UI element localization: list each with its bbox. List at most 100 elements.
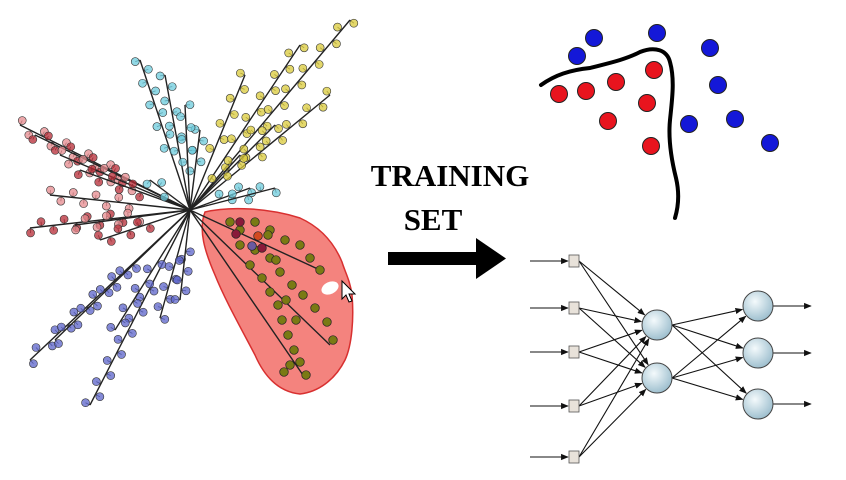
tree-leaf bbox=[49, 226, 58, 235]
tree-branch bbox=[59, 154, 191, 211]
tree-leaf bbox=[76, 303, 86, 313]
tree-branch bbox=[189, 187, 276, 211]
tree-leaf bbox=[281, 84, 290, 94]
tree-leaf bbox=[279, 367, 289, 377]
blue-class-point bbox=[568, 47, 586, 65]
tree-leaf bbox=[298, 63, 308, 73]
network-connection bbox=[671, 377, 744, 401]
tree-leaf bbox=[157, 178, 166, 187]
tree-leaf bbox=[107, 237, 116, 246]
tree-leaf bbox=[322, 86, 332, 96]
tree-leaf bbox=[170, 295, 180, 304]
tree-leaf bbox=[91, 190, 101, 200]
tree-leaf bbox=[108, 172, 117, 181]
tree-leaf bbox=[230, 110, 239, 119]
blue-class-point bbox=[761, 134, 779, 152]
tree-leaf bbox=[298, 119, 308, 129]
tree-leaf bbox=[301, 370, 311, 380]
tree-leaf bbox=[289, 345, 299, 355]
tree-leaf bbox=[187, 145, 197, 155]
red-class-point bbox=[550, 85, 568, 103]
tree-leaf bbox=[231, 229, 241, 239]
tree-leaf bbox=[145, 100, 155, 110]
blue-class-point bbox=[701, 39, 719, 57]
output-node bbox=[742, 290, 774, 322]
tree-leaf bbox=[257, 243, 267, 253]
tree-leaf bbox=[228, 189, 237, 199]
tree-leaf bbox=[159, 143, 169, 153]
network-connection bbox=[671, 315, 747, 379]
tree-leaf bbox=[92, 377, 101, 386]
tree-branch bbox=[49, 194, 191, 211]
tree-leaf bbox=[133, 217, 142, 227]
tree-leaf bbox=[17, 116, 27, 125]
decision-boundary bbox=[539, 47, 681, 220]
input-node bbox=[568, 254, 580, 268]
blue-class-point bbox=[726, 110, 744, 128]
tree-branch bbox=[189, 124, 276, 211]
tree-leaf bbox=[349, 18, 359, 28]
tree-leaf bbox=[250, 217, 260, 227]
tree-leaf bbox=[280, 101, 289, 110]
tree-leaf bbox=[81, 398, 90, 408]
tree-leaf bbox=[112, 282, 122, 292]
tree-leaf bbox=[143, 264, 152, 274]
tree-branch bbox=[99, 209, 191, 241]
tree-leaf bbox=[227, 134, 236, 144]
tree-leaf bbox=[95, 285, 105, 294]
tree-leaf bbox=[56, 196, 66, 206]
input-node bbox=[568, 450, 580, 464]
tree-leaf bbox=[297, 80, 307, 90]
network-connection bbox=[578, 335, 647, 407]
network-connection bbox=[671, 324, 744, 349]
tree-leaf bbox=[284, 48, 293, 58]
tree-leaf bbox=[285, 64, 295, 74]
tree-leaf bbox=[142, 179, 152, 189]
phylogenetic-tree bbox=[17, 18, 359, 408]
tree-leaf bbox=[271, 188, 281, 198]
tree-branch bbox=[189, 19, 351, 211]
tree-leaf bbox=[235, 217, 245, 227]
tree-leaf bbox=[172, 275, 182, 285]
tree-leaf bbox=[310, 303, 320, 313]
tree-leaf bbox=[73, 170, 83, 179]
tree-leaf bbox=[178, 157, 188, 167]
tree-leaf bbox=[138, 78, 147, 88]
tree-leaf bbox=[56, 322, 66, 332]
tree-leaf bbox=[133, 299, 142, 308]
tree-leaf bbox=[126, 230, 136, 240]
tree-leaf bbox=[315, 43, 325, 52]
tree-leaf bbox=[305, 253, 315, 263]
tree-leaf bbox=[285, 360, 295, 370]
blue-class-point bbox=[648, 24, 666, 42]
tree-leaf bbox=[155, 71, 165, 81]
tree-leaf bbox=[73, 320, 83, 330]
tree-leaf bbox=[280, 235, 290, 245]
tree-leaf bbox=[102, 201, 111, 211]
tree-leaf bbox=[114, 185, 124, 194]
tree-leaf bbox=[223, 156, 233, 165]
tree-leaf bbox=[64, 159, 73, 169]
tree-leaf bbox=[186, 247, 195, 257]
tree-leaf bbox=[93, 301, 102, 311]
tree-leaf bbox=[253, 231, 263, 241]
tree-leaf bbox=[318, 102, 328, 112]
tree-leaf bbox=[29, 359, 38, 368]
tree-leaf bbox=[157, 260, 167, 269]
tree-leaf bbox=[263, 105, 273, 114]
tree-leaf bbox=[107, 272, 116, 281]
tree-leaf bbox=[71, 225, 80, 235]
tree-leaf bbox=[274, 124, 283, 133]
tree-leaf bbox=[59, 214, 69, 224]
tree-leaf bbox=[277, 315, 287, 325]
tree-leaf bbox=[223, 171, 232, 181]
tree-leaf bbox=[138, 307, 148, 317]
classification-points bbox=[550, 24, 779, 155]
tree-leaf bbox=[79, 199, 88, 208]
network-connection bbox=[578, 351, 643, 374]
tree-leaf bbox=[36, 217, 46, 227]
tree-leaf bbox=[28, 135, 38, 144]
red-class-point bbox=[645, 61, 663, 79]
red-class-point bbox=[638, 94, 656, 112]
tree-leaf bbox=[160, 315, 170, 324]
